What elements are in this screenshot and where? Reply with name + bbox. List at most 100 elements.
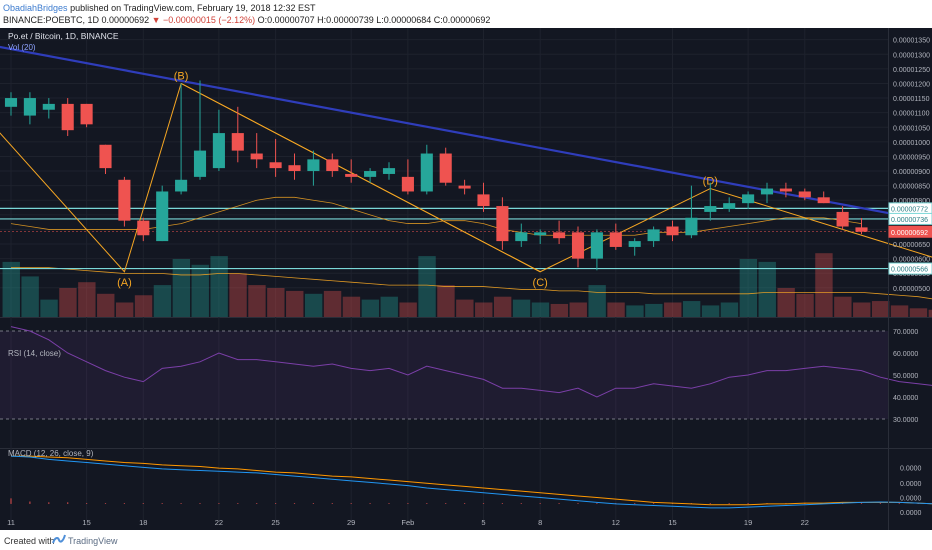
price-tick-label: 0.00001350 [893,38,930,45]
candle-body [42,103,55,110]
volume-bar [871,301,890,317]
volume-bar [248,285,266,317]
price-level-tag [888,212,932,225]
footer: Created with TradingView [0,530,932,550]
macd-histogram-bar [67,502,69,504]
macd-histogram-bar [464,503,466,504]
trendline [0,45,932,223]
volume-bar [59,288,77,317]
macd-histogram-bar [596,503,598,504]
macd-histogram-bar [123,503,125,504]
volume-bar [21,276,39,317]
rsi-tick-label: 60.0000 [893,351,918,358]
volume-bar [2,261,20,317]
macd-histogram-bar [48,502,50,504]
candle-body [515,232,528,242]
volume-bar [607,302,625,317]
macd-tick-label: 0.0000 [900,465,922,472]
chart-canvas[interactable]: (A)(B)(C)(D) 0.000013500.000013000.00001… [0,28,932,530]
macd-histogram-bar [199,503,201,504]
candle-body [590,232,603,259]
candle-body [458,185,471,189]
volume-bar [569,302,587,317]
macd-histogram-bar [369,503,371,504]
price-level-tag [888,225,932,238]
time-tick-label: 18 [139,518,147,527]
macd-histogram-bar [747,503,749,504]
volume-bar [758,261,776,317]
candle-body [345,173,358,177]
volume-bar [78,282,96,317]
price-tick-label: 0.00000650 [893,242,930,249]
candle-body [496,206,509,242]
time-tick-label: 15 [668,518,676,527]
volume-bar [323,290,342,317]
candle-body [288,165,301,172]
macd-histogram-bar [482,503,485,504]
price-tick-label: 0.00001100 [893,111,930,118]
time-tick-label: 12 [612,518,620,527]
macd-histogram-bar [501,503,503,504]
tradingview-brand[interactable]: TradingView [68,536,118,546]
time-tick-label: 15 [82,518,90,527]
rsi-tick-label: 30.0000 [893,417,918,424]
candle-body [628,241,641,247]
volume-bar [796,293,814,317]
volume-bar [191,264,209,317]
macd-histogram-bar [86,503,88,504]
rsi-legend: RSI (14, close) [8,349,61,358]
last-price: 0.00000692 [101,15,150,25]
macd-histogram-bar [426,503,428,504]
abcd-pattern-line [180,83,541,273]
symbol-line: BINANCE:POEBTC, 1D 0.00000692 ▼ −0.00000… [3,15,490,25]
candle-body [156,191,169,242]
candle-body [99,144,112,169]
symbol-text: BINANCE:POEBTC, 1D [3,15,100,25]
macd-histogram-bar [388,503,390,504]
macd-histogram-bar [275,503,277,504]
candles [4,80,868,271]
volume-bar [229,273,247,317]
candle-body [817,197,830,204]
candle-body [439,153,452,183]
macd-histogram-bar [653,503,655,504]
macd-histogram-bar [237,503,239,504]
author-link[interactable]: ObadiahBridges [3,3,68,13]
created-with-text: Created with [4,536,55,546]
candle-body [779,188,792,192]
price-tick-label: 0.00000900 [893,169,930,176]
time-tick-label: Feb [401,518,414,527]
macd-histogram-bar [709,503,711,504]
volume-bar [153,285,172,317]
rsi-tick-label: 40.0000 [893,395,918,402]
macd-histogram-bar [218,503,220,504]
price-level-tag-label: 0.00000566 [891,267,928,274]
macd-histogram-bar [520,503,522,504]
time-tick-label: 29 [347,518,355,527]
volume-bar [739,259,758,317]
candle-body [193,150,207,177]
volume-bar [361,299,380,317]
volume-bar [720,302,739,317]
macd-histogram-bar [180,503,182,504]
macd-histogram-bar [728,503,730,504]
candle-body [250,153,263,160]
macd-histogram-bar [331,503,333,504]
candle-body [4,98,18,107]
volume-bar [550,303,569,317]
pane-labels: Po.et / Bitcoin, 1D, BINANCE Vol (20) RS… [8,31,119,458]
macd-histogram-bar [10,498,12,504]
candle-body [685,217,698,236]
volume-bar [493,296,512,317]
volume-bar [286,290,304,317]
macd-legend: MACD (12, 26, close, 9) [8,449,94,458]
volume-bar [777,288,795,317]
price-tick-label: 0.00000800 [893,198,930,205]
macd-histogram-bar [293,503,296,504]
volume-bar [682,301,701,317]
price-tick-label: 0.00000500 [893,286,930,293]
tradingview-logo-icon [52,534,66,544]
rsi-band [0,331,888,419]
volume-bar [97,293,115,317]
candle-body [137,220,150,236]
